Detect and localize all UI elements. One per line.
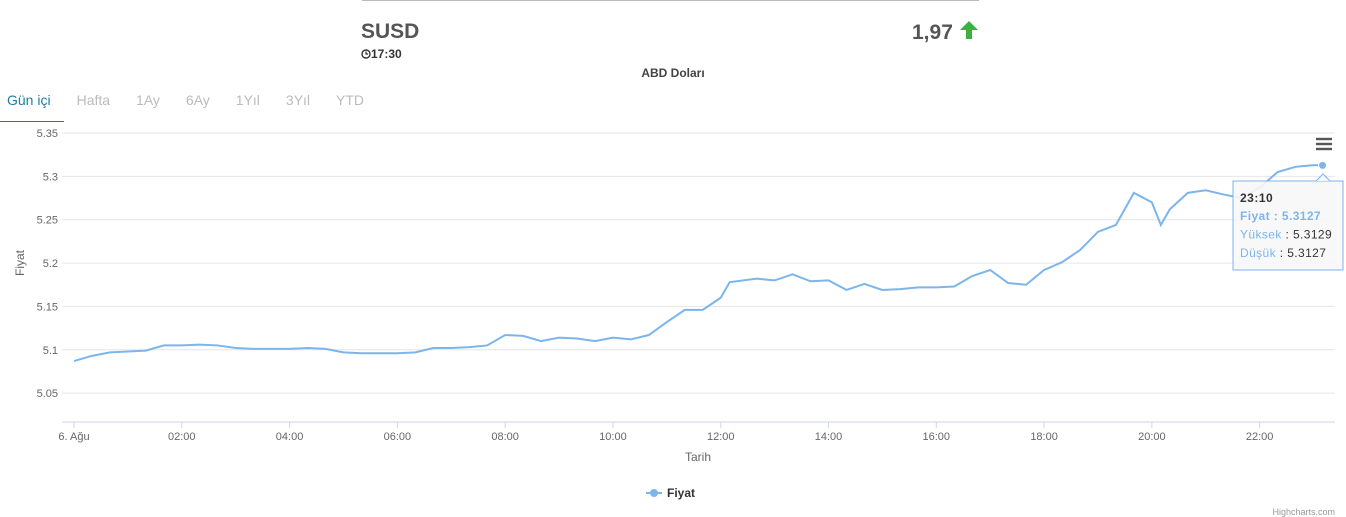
tooltip-sep: : [1282, 228, 1293, 242]
range-tab[interactable]: YTD [336, 92, 365, 108]
symbol: SUSD [361, 20, 420, 43]
x-tick-label: 04:00 [276, 431, 304, 443]
y-tick-label: 5.15 [37, 301, 58, 313]
clock-icon [361, 49, 371, 59]
update-time: 17:30 [361, 47, 402, 61]
x-tick-label: 6. Ağu [58, 431, 89, 443]
tooltip-row: Düşük : 5.3127 [1240, 246, 1326, 260]
tooltip-row-label: Fiyat [1240, 209, 1270, 223]
tooltip-row: Yüksek : 5.3129 [1240, 228, 1332, 242]
tooltip-sep: : [1270, 209, 1282, 223]
tooltip-time: 23:10 [1240, 191, 1273, 205]
tooltip-box [1232, 180, 1344, 271]
x-tick-label: 16:00 [923, 431, 951, 443]
tooltip-row-value: 5.3127 [1282, 209, 1321, 223]
up-arrow [959, 21, 978, 39]
y-tick-label: 5.05 [37, 388, 58, 400]
range-tab[interactable]: 6Ay [185, 92, 210, 108]
x-tick-label: 06:00 [384, 431, 412, 443]
x-tick-label: 20:00 [1138, 431, 1166, 443]
x-tick-label: 10:00 [599, 431, 627, 443]
menu-icon[interactable] [1316, 137, 1332, 151]
tooltip-row-label: Yüksek [1240, 228, 1282, 242]
tooltip-pointer [1315, 173, 1331, 182]
y-tick-label: 5.25 [37, 215, 58, 227]
legend-symbol [650, 489, 658, 497]
tooltip-row-value: 5.3127 [1287, 246, 1326, 260]
range-tab[interactable]: Gün içi [0, 85, 64, 122]
x-tick-label: 22:00 [1246, 431, 1274, 443]
range-tabs: Gün içi Hafta 1Ay 6Ay 1Yıl 3Yıl YTD [0, 85, 377, 122]
hover-marker [1318, 160, 1328, 170]
description: ABD Doları [641, 66, 705, 80]
x-tick-label: 14:00 [815, 431, 843, 443]
range-tab[interactable]: 3Yıl [285, 92, 311, 108]
change-value: 1,97 [912, 21, 953, 44]
y-tick-label: 5.3 [43, 171, 58, 183]
y-tick-label: 5.2 [43, 258, 58, 270]
x-tick-label: 18:00 [1030, 431, 1058, 443]
divider [362, 0, 979, 1]
tooltip-row: Fiyat : 5.3127 [1240, 209, 1321, 223]
y-axis-title: Fiyat [13, 249, 27, 276]
credits: Highcharts.com [1272, 507, 1335, 517]
legend-label: Fiyat [667, 486, 695, 500]
y-tick-label: 5.35 [37, 128, 58, 140]
y-tick-label: 5.1 [43, 345, 58, 357]
range-tab[interactable]: 1Ay [136, 92, 160, 108]
time-text: 17:30 [371, 47, 402, 61]
tooltip-row-value: 5.3129 [1293, 228, 1332, 242]
range-tab[interactable]: Hafta [76, 92, 111, 108]
price-line [73, 164, 1323, 363]
tooltip-row-label: Düşük [1240, 246, 1277, 260]
change: 1,97 [912, 20, 979, 45]
tooltip-sep: : [1276, 246, 1287, 260]
x-tick-label: 02:00 [168, 431, 196, 443]
range-tab[interactable]: 1Yıl [235, 92, 260, 108]
x-tick-label: 12:00 [707, 431, 735, 443]
x-axis-title: Tarih [685, 450, 711, 464]
x-tick-label: 08:00 [491, 431, 519, 443]
